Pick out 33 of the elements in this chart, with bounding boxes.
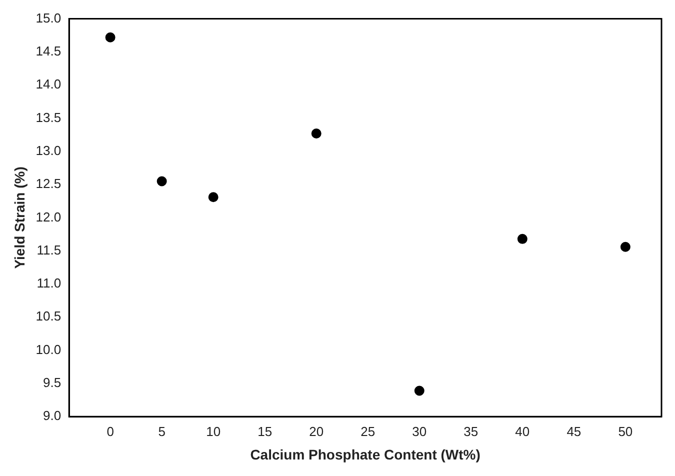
x-tick-label: 50 <box>618 424 633 439</box>
x-tick-label: 10 <box>206 424 221 439</box>
x-tick-label: 0 <box>106 424 114 439</box>
point <box>208 192 218 202</box>
y-tick-label: 11.0 <box>36 276 62 291</box>
point <box>414 386 424 396</box>
x-tick-label: 30 <box>412 424 427 439</box>
x-tick-label: 15 <box>258 424 272 439</box>
x-tick-label: 35 <box>464 424 478 439</box>
point <box>311 128 322 138</box>
y-tick-label: 13.0 <box>36 142 62 158</box>
x-tick-label: 25 <box>360 424 376 439</box>
x-tick-label: 45 <box>566 424 582 439</box>
y-tick-label: 12.5 <box>36 176 62 192</box>
y-tick-label: 13.5 <box>36 110 62 125</box>
x-tick-label: 20 <box>309 424 324 439</box>
point <box>620 242 630 252</box>
x-axis-title: Calcium Phosphate Content (Wt%) <box>250 446 480 462</box>
y-axis-title: Yield Strain (%) <box>11 166 28 269</box>
y-tick-label: 9.5 <box>43 375 62 390</box>
y-tick-label: 14.0 <box>36 76 62 92</box>
y-tick-label: 12.0 <box>36 209 62 224</box>
point <box>156 176 167 186</box>
y-tick-label: 10.5 <box>36 308 62 324</box>
x-tick-label: 40 <box>515 424 530 439</box>
point <box>105 32 116 42</box>
y-tick-label: 9.0 <box>43 408 62 424</box>
y-tick-label: 11.5 <box>36 242 62 258</box>
y-tick-label: 10.0 <box>36 342 62 357</box>
point <box>517 234 528 244</box>
x-tick-label: 5 <box>158 424 166 439</box>
y-tick-label: 15.0 <box>36 10 62 26</box>
y-tick-label: 14.5 <box>36 44 62 59</box>
